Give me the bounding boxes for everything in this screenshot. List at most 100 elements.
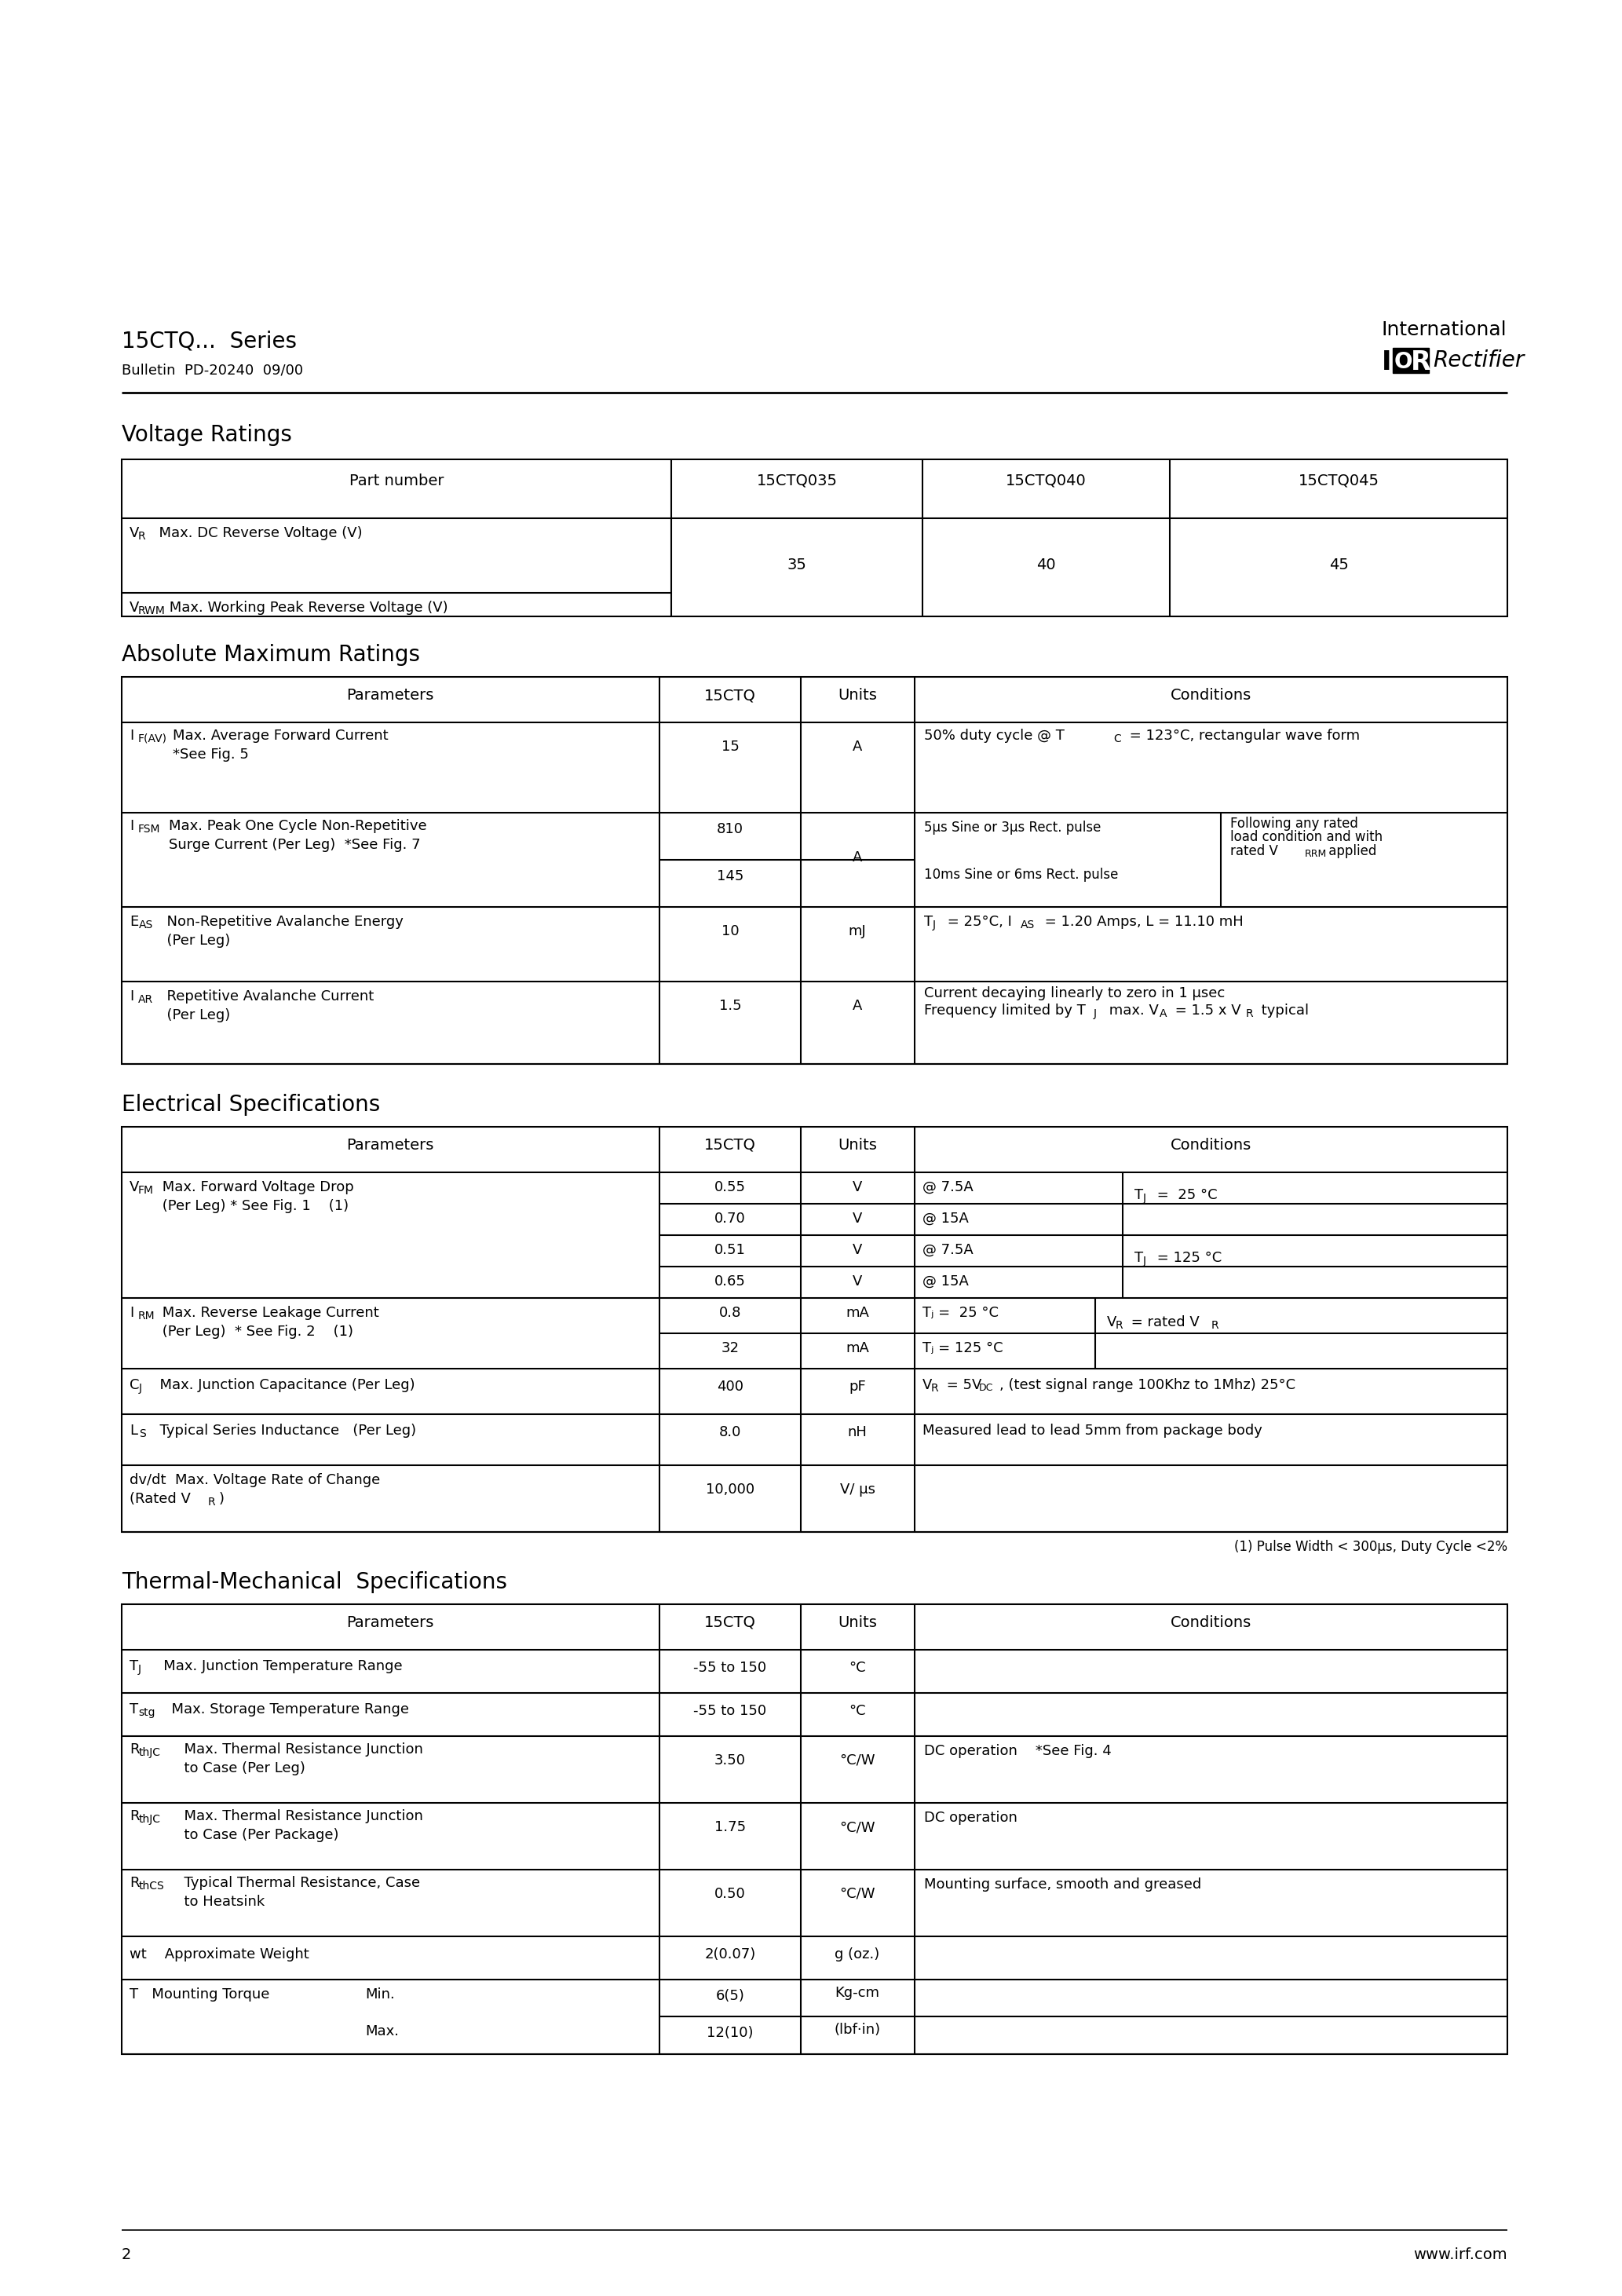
Text: 15CTQ: 15CTQ bbox=[704, 1139, 756, 1153]
Text: RM: RM bbox=[138, 1311, 156, 1322]
Text: stg: stg bbox=[138, 1708, 156, 1717]
Text: Kg-cm: Kg-cm bbox=[835, 1986, 879, 2000]
Text: 15CTQ035: 15CTQ035 bbox=[756, 473, 837, 489]
Text: 15: 15 bbox=[722, 739, 740, 753]
Text: thJC: thJC bbox=[139, 1747, 161, 1759]
Text: 40: 40 bbox=[1036, 558, 1056, 572]
Text: *See Fig. 5: *See Fig. 5 bbox=[172, 748, 248, 762]
Text: Absolute Maximum Ratings: Absolute Maximum Ratings bbox=[122, 643, 420, 666]
Text: R: R bbox=[130, 1809, 139, 1823]
Text: V: V bbox=[130, 602, 139, 615]
Text: J: J bbox=[139, 1382, 143, 1394]
Text: @ 15A: @ 15A bbox=[923, 1274, 968, 1288]
Text: -55 to 150: -55 to 150 bbox=[694, 1660, 767, 1674]
Text: mJ: mJ bbox=[848, 925, 866, 939]
Text: mA: mA bbox=[845, 1306, 869, 1320]
Text: Tⱼ = 125 °C: Tⱼ = 125 °C bbox=[923, 1341, 1002, 1355]
Text: R: R bbox=[138, 530, 146, 542]
Text: O: O bbox=[1395, 351, 1413, 372]
Text: g (oz.): g (oz.) bbox=[835, 1947, 879, 1961]
Text: A: A bbox=[853, 739, 863, 753]
Text: Non-Repetitive Avalanche Energy: Non-Repetitive Avalanche Energy bbox=[157, 914, 404, 930]
Text: J: J bbox=[933, 918, 936, 930]
Text: Measured lead to lead 5mm from package body: Measured lead to lead 5mm from package b… bbox=[923, 1424, 1262, 1437]
Text: 45: 45 bbox=[1328, 558, 1348, 572]
Text: Max. Thermal Resistance Junction: Max. Thermal Resistance Junction bbox=[175, 1809, 423, 1823]
Text: Bulletin  PD-20240  09/00: Bulletin PD-20240 09/00 bbox=[122, 363, 303, 377]
Text: °C/W: °C/W bbox=[840, 1754, 876, 1768]
Text: I: I bbox=[130, 820, 133, 833]
Text: 35: 35 bbox=[787, 558, 806, 572]
Text: Parameters: Parameters bbox=[347, 1139, 435, 1153]
Text: Part number: Part number bbox=[349, 473, 444, 489]
Text: I: I bbox=[130, 728, 133, 744]
Text: AS: AS bbox=[1020, 918, 1035, 930]
Text: Rectifier: Rectifier bbox=[1432, 349, 1525, 372]
Text: R: R bbox=[1116, 1320, 1122, 1332]
Text: E: E bbox=[130, 914, 138, 930]
Text: T: T bbox=[130, 1660, 138, 1674]
Text: J: J bbox=[138, 1665, 141, 1674]
Text: V: V bbox=[923, 1378, 933, 1391]
Text: pF: pF bbox=[848, 1380, 866, 1394]
Text: Surge Current (Per Leg)  *See Fig. 7: Surge Current (Per Leg) *See Fig. 7 bbox=[169, 838, 420, 852]
Text: C: C bbox=[130, 1378, 139, 1391]
Text: 15CTQ...  Series: 15CTQ... Series bbox=[122, 331, 297, 351]
Text: Max. Junction Capacitance (Per Leg): Max. Junction Capacitance (Per Leg) bbox=[151, 1378, 415, 1391]
Text: Max. Reverse Leakage Current: Max. Reverse Leakage Current bbox=[157, 1306, 380, 1320]
Text: Voltage Ratings: Voltage Ratings bbox=[122, 425, 292, 445]
Text: (Per Leg): (Per Leg) bbox=[157, 934, 230, 948]
Text: RRM: RRM bbox=[1304, 850, 1327, 859]
Text: DC operation: DC operation bbox=[925, 1812, 1017, 1825]
Text: ): ) bbox=[219, 1492, 224, 1506]
Text: Max. DC Reverse Voltage (V): Max. DC Reverse Voltage (V) bbox=[149, 526, 362, 540]
Text: Max. Thermal Resistance Junction: Max. Thermal Resistance Junction bbox=[175, 1743, 423, 1756]
Text: F(AV): F(AV) bbox=[138, 732, 167, 744]
Text: FSM: FSM bbox=[138, 824, 161, 836]
Text: FM: FM bbox=[138, 1185, 154, 1196]
Text: J: J bbox=[1144, 1256, 1147, 1267]
Text: Max. Junction Temperature Range: Max. Junction Temperature Range bbox=[149, 1660, 402, 1674]
Text: 10,000: 10,000 bbox=[706, 1483, 754, 1497]
Text: 1.5: 1.5 bbox=[719, 999, 741, 1013]
Text: (Per Leg)  * See Fig. 2    (1): (Per Leg) * See Fig. 2 (1) bbox=[157, 1325, 354, 1339]
Text: (lbf·in): (lbf·in) bbox=[834, 2023, 881, 2037]
Text: 15CTQ: 15CTQ bbox=[704, 1614, 756, 1630]
Text: Parameters: Parameters bbox=[347, 1614, 435, 1630]
Text: R: R bbox=[1246, 1008, 1254, 1019]
Text: V: V bbox=[130, 1180, 139, 1194]
Text: (1) Pulse Width < 300μs, Duty Cycle <2%: (1) Pulse Width < 300μs, Duty Cycle <2% bbox=[1234, 1541, 1507, 1554]
Text: dv/dt  Max. Voltage Rate of Change: dv/dt Max. Voltage Rate of Change bbox=[130, 1474, 380, 1488]
Text: T: T bbox=[1134, 1251, 1144, 1265]
Text: R: R bbox=[931, 1382, 939, 1394]
Text: RWM: RWM bbox=[138, 606, 165, 615]
Text: = 25°C, I: = 25°C, I bbox=[942, 914, 1012, 930]
Text: T   Mounting Torque: T Mounting Torque bbox=[130, 1988, 269, 2002]
Text: V/ μs: V/ μs bbox=[840, 1483, 874, 1497]
Text: @ 7.5A: @ 7.5A bbox=[923, 1242, 973, 1258]
Text: S: S bbox=[139, 1428, 146, 1440]
Text: Thermal-Mechanical  Specifications: Thermal-Mechanical Specifications bbox=[122, 1570, 508, 1593]
Text: 10: 10 bbox=[722, 925, 740, 939]
Text: R: R bbox=[130, 1743, 139, 1756]
Text: 810: 810 bbox=[717, 822, 743, 836]
Text: 400: 400 bbox=[717, 1380, 743, 1394]
Text: 0.70: 0.70 bbox=[715, 1212, 746, 1226]
Text: (Per Leg): (Per Leg) bbox=[157, 1008, 230, 1022]
Text: 5μs Sine or 3μs Rect. pulse: 5μs Sine or 3μs Rect. pulse bbox=[925, 820, 1101, 836]
Text: A: A bbox=[1160, 1008, 1168, 1019]
Text: Max. Average Forward Current: Max. Average Forward Current bbox=[172, 728, 388, 744]
Text: Tⱼ =  25 °C: Tⱼ = 25 °C bbox=[923, 1306, 999, 1320]
Bar bbox=[122, 1127, 1507, 1531]
Text: nH: nH bbox=[848, 1426, 868, 1440]
Text: Electrical Specifications: Electrical Specifications bbox=[122, 1093, 380, 1116]
Text: °C/W: °C/W bbox=[840, 1821, 876, 1835]
Text: , (test signal range 100Khz to 1Mhz) 25°C: , (test signal range 100Khz to 1Mhz) 25°… bbox=[999, 1378, 1296, 1391]
Text: = 125 °C: = 125 °C bbox=[1153, 1251, 1221, 1265]
Text: Max. Storage Temperature Range: Max. Storage Temperature Range bbox=[162, 1701, 409, 1717]
Text: DC: DC bbox=[980, 1382, 993, 1394]
Text: to Case (Per Leg): to Case (Per Leg) bbox=[175, 1761, 305, 1775]
Text: applied: applied bbox=[1325, 845, 1377, 859]
Text: AS: AS bbox=[139, 918, 154, 930]
Text: Conditions: Conditions bbox=[1169, 689, 1251, 703]
